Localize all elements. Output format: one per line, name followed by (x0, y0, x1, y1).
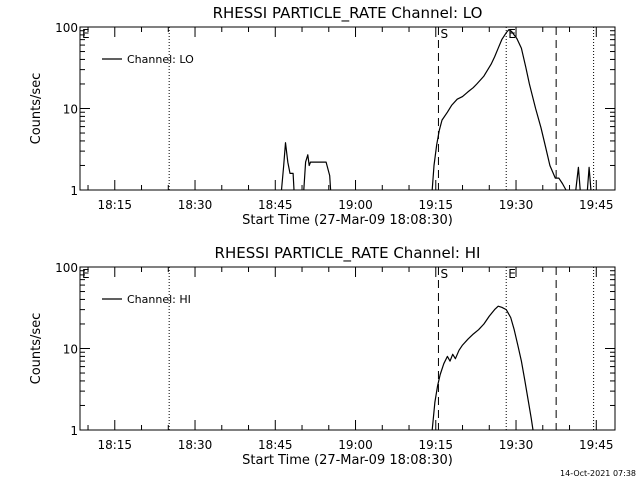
marker-label: E (82, 27, 90, 41)
y-tick-label: 1 (70, 424, 78, 438)
x-tick-label: 18:45 (258, 438, 293, 452)
x-axis-label: Start Time (27-Mar-09 18:08:30) (242, 453, 453, 468)
x-tick-label: 19:00 (338, 438, 373, 452)
x-tick-label: 18:15 (97, 198, 132, 212)
series-line (303, 154, 332, 191)
marker-label: S (440, 27, 448, 41)
series-line (586, 166, 592, 191)
series-line (431, 305, 534, 431)
y-tick-label: 1 (70, 184, 78, 198)
chart-title: RHESSI PARTICLE_RATE Channel: HI (215, 244, 481, 263)
x-tick-label: 18:15 (97, 438, 132, 452)
chart-panel-lo: RHESSI PARTICLE_RATE Channel: LO 18:15 18:… (29, 4, 616, 228)
legend-label: Channel: LO (127, 53, 194, 66)
series-line (431, 29, 567, 191)
x-tick-label: 19:15 (418, 438, 453, 452)
plot-frame (79, 266, 616, 431)
y-tick-label: 100 (55, 21, 78, 35)
series-line (280, 142, 295, 191)
x-tick-label: 19:15 (418, 198, 453, 212)
marker-label: E (508, 267, 516, 281)
series-line (575, 166, 581, 191)
x-tick-label: 18:30 (178, 438, 213, 452)
x-tick-label: 19:00 (338, 198, 373, 212)
y-axis-label: Counts/sec (29, 73, 44, 145)
x-tick-label: 19:45 (579, 438, 614, 452)
x-tick-label: 19:30 (499, 438, 534, 452)
chart-panel-hi: RHESSI PARTICLE_RATE Channel: HI 18:15 18:… (29, 244, 616, 468)
x-tick-label: 18:30 (178, 198, 213, 212)
y-tick-label: 10 (63, 103, 78, 117)
x-tick-label: 19:45 (579, 198, 614, 212)
timestamp-label: 14-Oct-2021 07:38 (560, 469, 636, 478)
x-tick-label: 18:45 (258, 198, 293, 212)
x-axis-label: Start Time (27-Mar-09 18:08:30) (242, 213, 453, 228)
marker-label: E (508, 27, 516, 41)
legend-label: Channel: HI (127, 293, 191, 306)
y-tick-label: 10 (63, 343, 78, 357)
marker-label: S (440, 267, 448, 281)
y-tick-label: 100 (55, 261, 78, 275)
y-axis-label: Counts/sec (29, 313, 44, 385)
marker-label: E (82, 267, 90, 281)
x-tick-label: 19:30 (499, 198, 534, 212)
plot-frame (79, 26, 616, 191)
chart-title: RHESSI PARTICLE_RATE Channel: LO (213, 4, 483, 23)
